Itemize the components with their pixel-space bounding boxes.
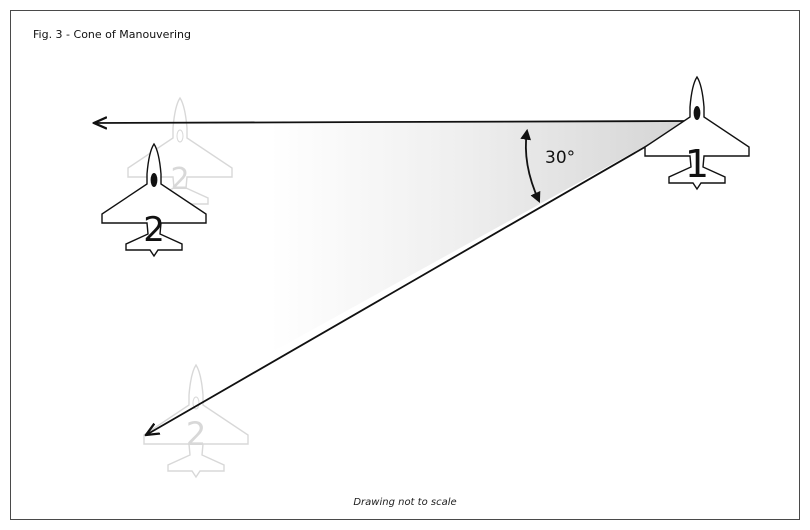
wingman-cockpit-icon — [150, 173, 158, 187]
wingman-aircraft: 2 — [101, 143, 207, 257]
wingman-aircraft-number: 2 — [143, 210, 165, 250]
lead-aircraft: 1 — [644, 76, 750, 190]
ghost-aircraft-lower: 2 — [143, 364, 249, 478]
ghost-lower-number: 2 — [186, 415, 206, 453]
lead-aircraft-number: 1 — [685, 142, 709, 186]
straight-ahead-arrow — [94, 121, 691, 123]
ghost-aircraft-upper: 2 — [127, 97, 233, 211]
figure-footnote: Drawing not to scale — [353, 497, 457, 508]
figure-caption: Fig. 3 - Cone of Manouvering — [33, 28, 191, 41]
angle-label: 30° — [545, 148, 575, 168]
cone-shaded-area — [272, 121, 690, 352]
lead-cockpit-icon — [693, 106, 701, 120]
ghost-upper-number: 2 — [170, 162, 189, 197]
thirty-degree-arrow — [146, 120, 691, 435]
angle-arc — [520, 128, 541, 203]
